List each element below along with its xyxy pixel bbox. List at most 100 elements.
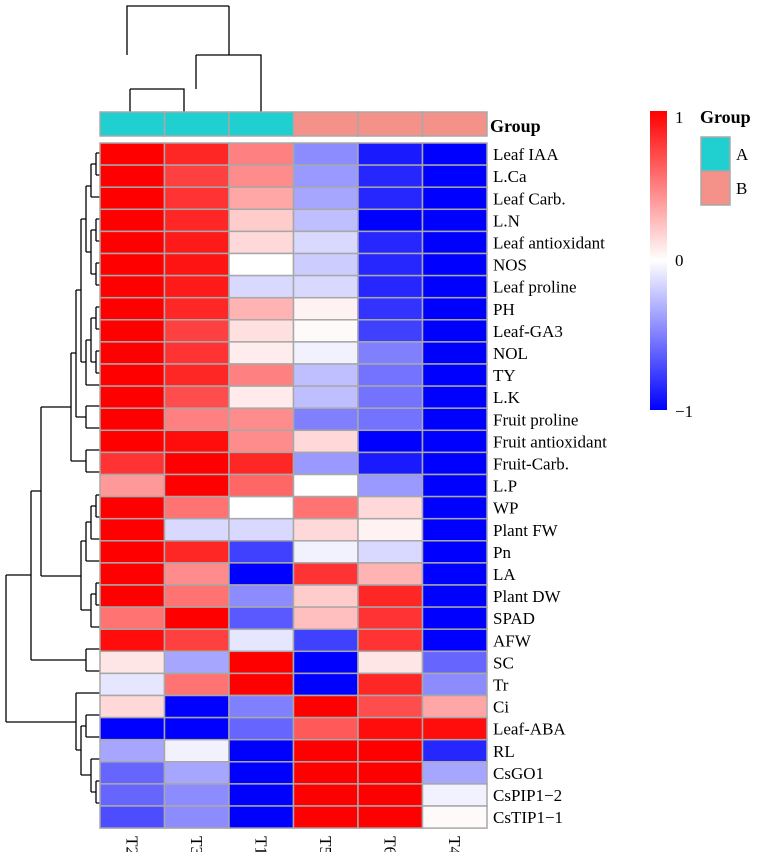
heatmap-cell bbox=[357, 363, 424, 387]
heatmap-cell bbox=[292, 142, 359, 166]
group-legend-label-b: B bbox=[736, 179, 747, 198]
heatmap-cell bbox=[421, 296, 488, 321]
heatmap-cell bbox=[292, 274, 359, 299]
heatmap-cell bbox=[99, 716, 166, 741]
heatmap-cells bbox=[99, 142, 488, 829]
row-label: Pn bbox=[493, 543, 511, 562]
heatmap-cell bbox=[292, 783, 359, 807]
heatmap-cell bbox=[228, 407, 295, 432]
heatmap-cell bbox=[357, 473, 424, 498]
heatmap-cell bbox=[163, 805, 230, 829]
heatmap-cell bbox=[228, 517, 295, 542]
group-cell-t4 bbox=[421, 111, 488, 137]
row-label: SPAD bbox=[493, 609, 535, 628]
heatmap-cell bbox=[421, 761, 488, 785]
row-label: LA bbox=[493, 565, 516, 584]
group-cell-t1 bbox=[228, 111, 295, 137]
colorbar bbox=[650, 111, 667, 410]
heatmap-cell bbox=[292, 164, 359, 188]
heatmap-cell bbox=[99, 208, 166, 233]
heatmap-cell bbox=[357, 252, 424, 277]
heatmap-cell bbox=[292, 495, 359, 520]
heatmap-cell bbox=[421, 540, 488, 564]
heatmap-cell bbox=[357, 142, 424, 166]
column-label-t1: T1 bbox=[251, 836, 270, 852]
heatmap-cell bbox=[99, 230, 166, 255]
heatmap-cell bbox=[163, 495, 230, 520]
heatmap-cell bbox=[228, 606, 295, 630]
heatmap-cell bbox=[421, 407, 488, 432]
row-label: Fruit proline bbox=[493, 410, 578, 429]
heatmap-cell bbox=[228, 296, 295, 321]
heatmap-cell bbox=[228, 738, 295, 763]
heatmap-cell bbox=[357, 606, 424, 630]
heatmap-cell bbox=[228, 584, 295, 608]
heatmap-cell bbox=[357, 451, 424, 476]
heatmap-cell bbox=[99, 672, 166, 697]
heatmap-cell bbox=[99, 429, 166, 454]
row-label: WP bbox=[493, 499, 519, 518]
heatmap-cell bbox=[228, 319, 295, 343]
heatmap-cell bbox=[228, 761, 295, 785]
colorbar-tick-min: −1 bbox=[675, 402, 693, 421]
group-legend-swatch-a bbox=[700, 136, 731, 172]
group-legend-title: Group bbox=[700, 107, 751, 127]
row-label: Tr bbox=[493, 675, 509, 694]
heatmap-cell bbox=[357, 761, 424, 785]
heatmap-cell bbox=[292, 319, 359, 343]
row-label: NOS bbox=[493, 256, 527, 275]
group-legend-label-a: A bbox=[736, 145, 749, 164]
row-label: SC bbox=[493, 653, 514, 672]
heatmap-cell bbox=[163, 451, 230, 476]
heatmap-cell bbox=[357, 628, 424, 653]
heatmap-cell bbox=[99, 319, 166, 343]
heatmap-cell bbox=[99, 540, 166, 564]
heatmap-cell bbox=[228, 473, 295, 498]
heatmap-cell bbox=[292, 805, 359, 829]
group-legend: Group A B bbox=[700, 107, 751, 206]
heatmap-cell bbox=[99, 341, 166, 365]
heatmap-cell bbox=[421, 628, 488, 653]
column-label-t4: T4 bbox=[445, 836, 464, 852]
heatmap-cell bbox=[163, 628, 230, 653]
heatmap-cell bbox=[163, 407, 230, 432]
heatmap-cell bbox=[163, 363, 230, 387]
heatmap-cell bbox=[99, 385, 166, 409]
heatmap-cell bbox=[292, 186, 359, 211]
row-label: L.Ca bbox=[493, 167, 527, 186]
heatmap-cell bbox=[163, 230, 230, 255]
heatmap-cell bbox=[292, 429, 359, 454]
heatmap-cell bbox=[357, 672, 424, 697]
heatmap-cell bbox=[292, 672, 359, 697]
heatmap-cell bbox=[163, 540, 230, 564]
heatmap-cell bbox=[421, 517, 488, 542]
row-labels: Leaf IAA L.Ca Leaf Carb. L.N Leaf antioxidan… bbox=[493, 145, 607, 827]
heatmap-cell bbox=[357, 540, 424, 564]
heatmap-cell bbox=[421, 473, 488, 498]
heatmap-cell bbox=[228, 805, 295, 829]
heatmap-cell bbox=[357, 650, 424, 675]
heatmap-cell bbox=[357, 186, 424, 211]
row-label: Fruit-Carb. bbox=[493, 454, 569, 473]
heatmap-cell bbox=[357, 385, 424, 409]
heatmap-cell bbox=[163, 606, 230, 630]
heatmap-cell bbox=[421, 694, 488, 719]
heatmap-cell bbox=[357, 716, 424, 741]
heatmap-cell bbox=[421, 363, 488, 387]
heatmap-cell bbox=[99, 252, 166, 277]
heatmap-cell bbox=[163, 716, 230, 741]
heatmap-cell bbox=[292, 628, 359, 653]
heatmap-cell bbox=[292, 650, 359, 675]
heatmap-cell bbox=[99, 584, 166, 608]
heatmap-cell bbox=[357, 296, 424, 321]
heatmap-cell bbox=[163, 672, 230, 697]
heatmap-cell bbox=[163, 252, 230, 277]
heatmap-cell bbox=[292, 694, 359, 719]
heatmap-cell bbox=[99, 495, 166, 520]
heatmap-cell bbox=[421, 650, 488, 675]
heatmap-cell bbox=[357, 407, 424, 432]
heatmap-cell bbox=[292, 761, 359, 785]
row-label: PH bbox=[493, 300, 515, 319]
heatmap-cell bbox=[292, 562, 359, 586]
heatmap-cell bbox=[163, 517, 230, 542]
